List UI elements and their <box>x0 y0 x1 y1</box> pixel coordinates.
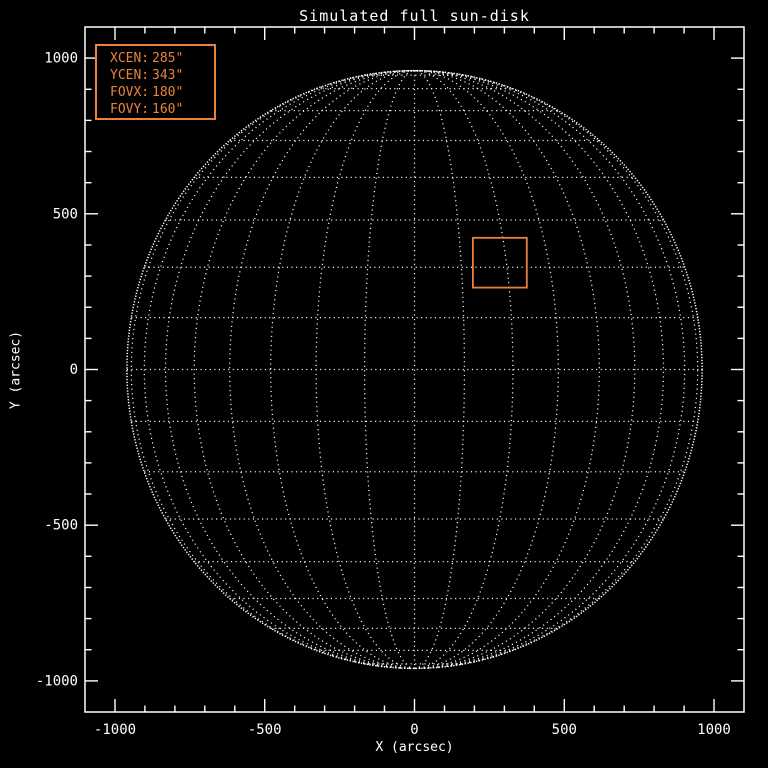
y-tick-label: 1000 <box>44 51 78 67</box>
grid-meridian <box>270 69 415 670</box>
x-tick-label: -1000 <box>94 722 136 738</box>
x-tick-label: 1000 <box>697 722 731 738</box>
grid-meridian <box>315 69 415 670</box>
grid-meridian <box>164 69 415 670</box>
x-axis-label: X (arcsec) <box>375 740 454 755</box>
grid-meridian <box>414 69 466 670</box>
x-tick-label: -500 <box>248 722 282 738</box>
legend-row-fovy: FOVY: 160" <box>110 101 214 118</box>
grid-meridian <box>363 69 415 670</box>
legend-label: YCEN: <box>110 68 150 83</box>
grid-meridian <box>414 69 636 670</box>
grid-meridian <box>414 69 699 670</box>
x-tick-label: 500 <box>552 722 577 738</box>
x-tick-label: 0 <box>410 722 418 738</box>
y-tick-label: -1000 <box>36 673 78 689</box>
grid-meridian <box>414 69 665 670</box>
grid-meridian <box>414 69 514 670</box>
fov-legend-box: XCEN: 285" YCEN: 343" FOVX: 180" FOVY: 160" <box>95 44 216 120</box>
y-tick-label: 0 <box>70 362 78 378</box>
grid-meridian <box>193 69 415 670</box>
y-axis-label: Y (arcsec) <box>8 330 24 410</box>
legend-value: 285" <box>152 51 184 66</box>
plot-title: Simulated full sun-disk <box>299 7 530 25</box>
y-tick-label: 500 <box>53 206 78 222</box>
legend-value: 343" <box>152 68 184 83</box>
legend-row-xcen: XCEN: 285" <box>110 50 214 67</box>
legend-row-fovx: FOVX: 180" <box>110 84 214 101</box>
legend-value: 180" <box>152 85 184 100</box>
grid-meridian <box>229 69 415 670</box>
grid-meridian <box>414 69 600 670</box>
legend-value: 160" <box>152 102 184 117</box>
legend-label: FOVX: <box>110 85 150 100</box>
legend-label: XCEN: <box>110 51 150 66</box>
y-tick-label: -500 <box>44 518 78 534</box>
legend-row-ycen: YCEN: 343" <box>110 67 214 84</box>
solar-limb <box>126 69 703 670</box>
grid-meridian <box>414 69 559 670</box>
grid-meridian <box>143 69 415 670</box>
fov-box <box>471 236 528 289</box>
legend-label: FOVY: <box>110 102 150 117</box>
grid-meridian <box>414 69 686 670</box>
